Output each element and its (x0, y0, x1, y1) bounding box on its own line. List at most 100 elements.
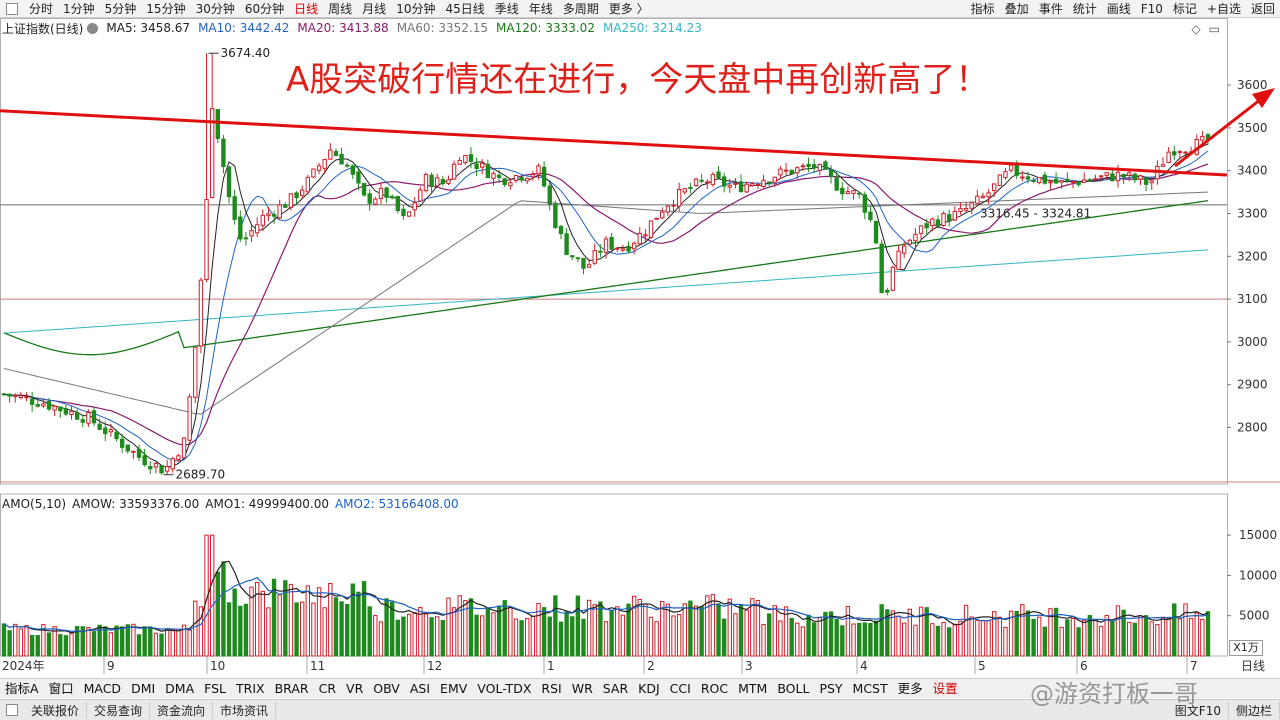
candle-body-204 (1149, 180, 1154, 184)
indicator-20[interactable]: MTM (738, 680, 768, 696)
volume-bar-8 (46, 632, 52, 657)
volume-bar-203 (1143, 615, 1149, 657)
ma60-line (3, 191, 1209, 415)
candle-body-2 (13, 394, 18, 398)
volume-bar-78 (440, 619, 446, 657)
period-tab-10[interactable]: 45日线 (445, 1, 485, 16)
status-link-0[interactable]: 关联报价 (24, 701, 88, 719)
period-tab-14[interactable]: 更多 〉 (608, 1, 649, 16)
candle-body-138 (778, 168, 783, 176)
volume-bar-190 (1070, 618, 1076, 657)
candle-body-103 (581, 257, 586, 269)
volume-bar-151 (851, 623, 856, 657)
period-tab-0[interactable]: 分时 (29, 1, 54, 16)
period-tab-3[interactable]: 15分钟 (146, 1, 186, 16)
volume-bar-87 (491, 612, 496, 657)
indicator-15[interactable]: WR (571, 680, 593, 696)
volume-bar-135 (761, 624, 766, 657)
indicator-10[interactable]: OBV (373, 680, 400, 696)
status-checkbox[interactable] (6, 704, 18, 716)
candle-body-125 (705, 181, 710, 184)
indicator-12[interactable]: EMV (440, 680, 468, 696)
period-tab-13[interactable]: 多周期 (562, 1, 599, 16)
toolbar-right-6[interactable]: 标记 (1172, 2, 1197, 16)
status-right-0[interactable]: 图文F10 (1168, 702, 1229, 719)
indicator-21[interactable]: BOLL (777, 680, 810, 696)
volume-bar-197 (1110, 620, 1115, 657)
candle-body-89 (502, 178, 507, 185)
indicator-13[interactable]: VOL-TDX (477, 680, 532, 696)
status-link-2[interactable]: 资金流向 (150, 701, 214, 719)
diamond-icon[interactable]: ◇ (1191, 22, 1201, 36)
indicator-19[interactable]: ROC (700, 680, 729, 696)
toolbar-right-1[interactable]: 叠加 (1004, 2, 1029, 16)
period-tab-1[interactable]: 1分钟 (63, 1, 95, 16)
indicator-24[interactable]: 更多 (897, 680, 923, 696)
toolbar-right-3[interactable]: 统计 (1072, 2, 1097, 16)
toolbar-right-7[interactable]: +自选 (1206, 2, 1241, 16)
range-label: 3316.45 - 3324.81 (980, 206, 1091, 220)
indicator-2[interactable]: MACD (83, 680, 122, 696)
indicator-23[interactable]: MCST (852, 680, 888, 696)
period-tab-6[interactable]: 日线 (294, 1, 319, 16)
indicator-18[interactable]: CCI (669, 680, 691, 696)
volume-bar-180 (1014, 610, 1019, 657)
candle-body-25 (142, 455, 147, 466)
volume-bar-2 (13, 623, 18, 657)
indicator-7[interactable]: BRAR (274, 680, 309, 696)
indicator-11[interactable]: ASI (409, 680, 431, 696)
candle-body-121 (682, 188, 687, 193)
amo-label-3: AMO2: 53166408.00 (334, 497, 459, 511)
indicator-4[interactable]: DMA (165, 680, 195, 696)
indicator-25[interactable]: 设置 (932, 680, 958, 696)
period-tab-11[interactable]: 季线 (494, 1, 519, 16)
volume-bar-214 (1205, 611, 1211, 657)
volume-bar-187 (1053, 607, 1059, 657)
toolbar-right-0[interactable]: 指标 (970, 2, 995, 16)
indicator-6[interactable]: TRIX (236, 680, 265, 696)
indicator-8[interactable]: CR (318, 680, 337, 696)
candle-body-27 (153, 463, 159, 468)
status-right-1[interactable]: 侧边栏 (1229, 702, 1280, 719)
indicator-9[interactable]: VR (346, 680, 364, 696)
volume-bar-149 (840, 625, 845, 657)
period-tab-8[interactable]: 月线 (362, 1, 387, 16)
candle-body-9 (52, 405, 57, 411)
toolbar-right-8[interactable]: 返回 (1250, 2, 1275, 16)
panel-icon[interactable]: ▭ (1208, 22, 1220, 36)
volume-bar-104 (586, 599, 592, 657)
volume-bar-77 (435, 616, 440, 657)
candle-body-58 (328, 149, 333, 160)
volume-bar-71 (401, 616, 406, 657)
indicator-14[interactable]: RSI (541, 680, 562, 696)
toolbar-right-5[interactable]: F10 (1140, 2, 1163, 16)
settings-circle-icon[interactable] (87, 22, 99, 34)
indicator-1[interactable]: 窗口 (48, 680, 74, 696)
indicator-17[interactable]: KDJ (638, 680, 660, 696)
indicator-3[interactable]: DMI (131, 680, 156, 696)
toolbar-right-4[interactable]: 画线 (1106, 2, 1131, 16)
toolbar-right-2[interactable]: 事件 (1038, 2, 1063, 16)
period-tab-5[interactable]: 60分钟 (244, 1, 285, 16)
period-tab-2[interactable]: 5分钟 (104, 1, 137, 16)
volume-bar-91 (513, 618, 519, 657)
volume-bar-116 (654, 621, 659, 657)
period-tab-7[interactable]: 周线 (328, 1, 353, 16)
status-link-1[interactable]: 交易查询 (87, 701, 151, 719)
period-tab-4[interactable]: 30分钟 (195, 1, 235, 16)
status-link-3[interactable]: 市场资讯 (213, 701, 277, 719)
chart-svg[interactable]: 2800 2900 3000 3100 3200 3300 3400 3500 3600 2024… (0, 18, 1280, 676)
indicator-0[interactable]: 指标A (5, 680, 39, 696)
indicator-16[interactable]: SAR (602, 680, 629, 696)
volume-bar-97 (547, 616, 552, 657)
x-tick-label-6: 2 (647, 659, 655, 673)
candle-body-49 (277, 204, 282, 219)
indicator-22[interactable]: PSY (819, 680, 843, 696)
indicator-5[interactable]: FSL (204, 680, 227, 696)
period-tab-12[interactable]: 年线 (528, 1, 553, 16)
candle-body-102 (575, 257, 581, 260)
window-icon[interactable] (6, 2, 18, 15)
period-tab-9[interactable]: 10分钟 (396, 1, 436, 16)
chart-area[interactable]: 2800 2900 3000 3100 3200 3300 3400 3500 3600 2024… (0, 18, 1280, 676)
x-tick-label-10: 6 (1080, 659, 1088, 673)
